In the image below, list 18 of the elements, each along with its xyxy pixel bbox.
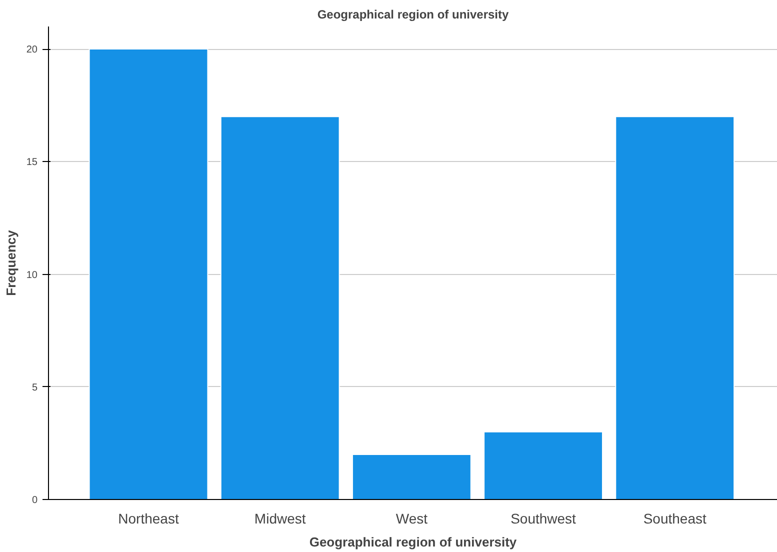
y-tick-label: 20	[26, 44, 38, 56]
x-tick-label: Northeast	[118, 510, 179, 526]
bar	[615, 116, 735, 500]
bar	[484, 431, 603, 500]
x-tick-label: Midwest	[254, 510, 306, 526]
y-axis-title: Frequency	[3, 229, 18, 296]
y-tick-label: 0	[32, 495, 38, 506]
bar	[88, 48, 208, 500]
x-tick-label: West	[396, 510, 428, 526]
x-tick-label: Southeast	[643, 510, 706, 526]
bar	[220, 116, 340, 500]
bar	[352, 454, 472, 500]
y-tick-label: 5	[32, 382, 38, 394]
x-axis-title: Geographical region of university	[309, 534, 518, 550]
y-tick-label: 15	[26, 157, 38, 168]
x-tick-label: Southwest	[510, 510, 576, 526]
y-tick-label: 10	[26, 270, 38, 281]
chart-title: Geographical region of university	[317, 8, 510, 22]
